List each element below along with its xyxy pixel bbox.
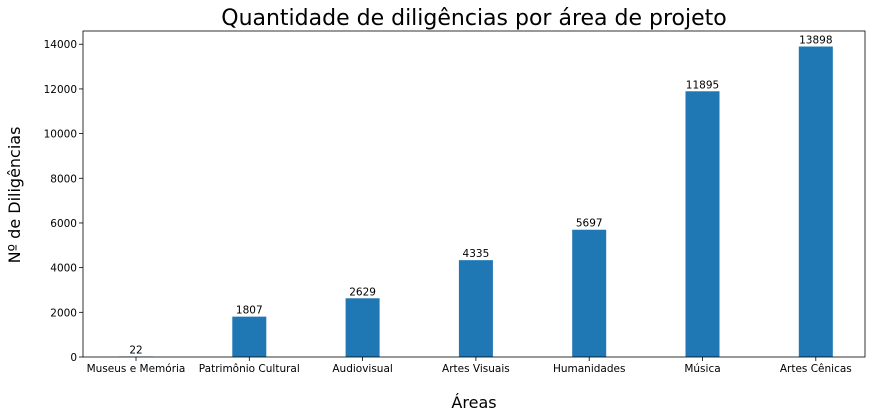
data-labels-group: 22 1807 2629 4335 5697 11895 13898 <box>129 35 832 357</box>
bar <box>458 260 493 357</box>
plot-frame <box>82 30 866 358</box>
y-tick-label: 0 <box>70 352 77 364</box>
y-tick-label: 4000 <box>50 263 77 275</box>
y-tick-label: 12000 <box>44 84 77 96</box>
bar <box>345 298 380 357</box>
y-tick-label: 10000 <box>44 129 77 141</box>
bar-value-label: 1807 <box>236 305 263 317</box>
y-axis-label: Nº de Diligências <box>5 127 24 264</box>
bar-value-label: 5697 <box>576 218 603 230</box>
bar <box>798 46 833 357</box>
x-tick-label: Humanidades <box>553 363 625 375</box>
chart-title: Quantidade de diligências por área de pr… <box>221 6 726 31</box>
x-tick-label: Museus e Memória <box>87 363 186 375</box>
y-tick-label: 2000 <box>50 307 77 319</box>
bar <box>685 91 720 357</box>
x-axis-label: Áreas <box>451 393 496 412</box>
y-axis: 0 2000 4000 6000 8000 10000 12000 14000 <box>44 39 83 364</box>
x-tick-label: Música <box>684 363 720 375</box>
bar-value-label: 13898 <box>799 35 832 47</box>
x-axis: Museus e Memória Patrimônio Cultural Audio… <box>87 357 852 375</box>
bar-value-label: 22 <box>129 345 142 357</box>
bar-value-label: 2629 <box>349 286 376 298</box>
x-tick-label: Artes Cênicas <box>780 363 852 375</box>
x-tick-label: Audiovisual <box>332 363 392 375</box>
bars-group <box>119 46 833 357</box>
x-tick-label: Artes Visuais <box>442 363 510 375</box>
x-tick-label: Patrimônio Cultural <box>199 363 300 375</box>
y-tick-label: 8000 <box>50 173 77 185</box>
y-tick-label: 6000 <box>50 218 77 230</box>
bar <box>572 229 607 357</box>
y-tick-label: 14000 <box>44 39 77 51</box>
bar-value-label: 4335 <box>463 248 490 260</box>
bar-value-label: 11895 <box>686 79 719 91</box>
bar <box>232 316 267 357</box>
